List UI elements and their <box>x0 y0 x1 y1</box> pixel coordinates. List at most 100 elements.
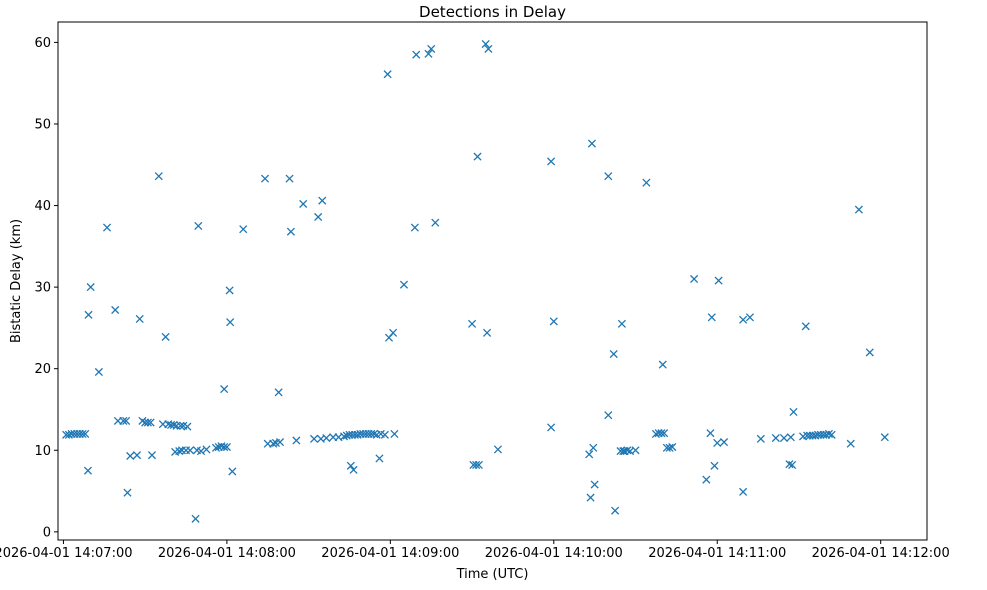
data-point <box>657 429 666 438</box>
data-point <box>183 422 192 431</box>
data-point <box>547 423 556 432</box>
data-point <box>586 493 595 502</box>
data-point <box>623 446 632 455</box>
y-tick-label: 10 <box>34 444 51 459</box>
data-point <box>427 44 436 53</box>
data-point <box>220 442 229 452</box>
data-point <box>706 429 715 438</box>
data-point <box>102 223 112 232</box>
data-point <box>196 447 206 456</box>
data-point <box>154 172 163 181</box>
data-point <box>713 438 722 447</box>
data-point <box>78 429 87 439</box>
data-point <box>220 385 229 394</box>
data-point <box>161 332 170 341</box>
y-tick-label: 40 <box>34 199 51 214</box>
data-point <box>135 314 144 323</box>
data-point <box>714 276 723 285</box>
data-point <box>314 212 323 222</box>
data-point <box>126 451 135 461</box>
data-point <box>226 318 235 327</box>
data-point <box>668 442 677 452</box>
data-point <box>854 205 863 214</box>
y-tick-label: 0 <box>43 525 51 540</box>
data-point <box>239 225 248 234</box>
data-point <box>269 439 278 448</box>
data-point <box>339 432 349 441</box>
plot-marks <box>62 39 889 523</box>
data-point <box>191 514 200 523</box>
data-point <box>390 429 399 439</box>
data-point <box>147 451 157 460</box>
data-point <box>123 488 132 497</box>
data-point <box>318 196 327 205</box>
x-tick-label: 2026-04-01 14:09:00 <box>321 546 459 561</box>
data-point <box>222 442 231 452</box>
data-point <box>824 429 833 439</box>
y-tick-label: 60 <box>34 36 51 51</box>
data-point <box>275 438 285 447</box>
data-point <box>846 439 855 448</box>
data-point <box>710 461 719 470</box>
data-point <box>175 447 184 456</box>
data-point <box>119 416 128 425</box>
data-point <box>549 317 558 326</box>
data-point <box>482 328 492 337</box>
data-point <box>292 436 301 445</box>
data-point <box>589 443 598 452</box>
data-point <box>587 139 596 148</box>
data-point <box>739 487 748 496</box>
data-point <box>94 367 103 377</box>
data-point <box>424 49 433 58</box>
data-point <box>707 313 716 322</box>
data-point <box>756 434 765 443</box>
data-point <box>658 360 667 369</box>
data-point <box>211 443 221 452</box>
data-point <box>410 223 419 232</box>
data-point <box>260 174 270 183</box>
data-point <box>786 433 795 442</box>
data-point <box>474 460 483 470</box>
data-point <box>299 199 308 208</box>
data-point <box>642 178 651 187</box>
data-point <box>590 480 599 489</box>
data-point <box>383 70 392 79</box>
data-point <box>604 172 613 181</box>
data-point <box>369 429 379 439</box>
data-point <box>690 274 699 284</box>
x-tick-label: 2026-04-01 14:11:00 <box>648 546 786 561</box>
x-axis-ticks: 2026-04-01 14:07:00 2026-04-01 14:08:00 20… <box>0 540 950 561</box>
data-point <box>122 416 131 425</box>
data-point <box>468 319 477 328</box>
data-point <box>194 221 203 230</box>
y-axis-ticks: 0 10 20 30 40 50 60 <box>34 36 58 540</box>
data-point <box>771 433 780 443</box>
data-point <box>285 174 294 183</box>
data-point <box>785 460 794 469</box>
data-point <box>186 446 195 455</box>
data-point <box>631 446 640 455</box>
data-point <box>609 349 618 359</box>
data-point <box>380 430 389 439</box>
data-point <box>274 388 283 397</box>
data-point <box>84 310 93 319</box>
data-point <box>801 322 810 331</box>
data-point <box>493 445 503 454</box>
data-point <box>611 506 620 515</box>
data-point <box>745 313 754 322</box>
x-tick-label: 2026-04-01 14:12:00 <box>812 546 950 561</box>
data-point <box>169 420 178 430</box>
data-point <box>228 467 237 476</box>
chart-title: Detections in Delay <box>419 3 566 21</box>
data-point <box>111 305 120 315</box>
data-point <box>789 407 798 416</box>
data-point <box>481 39 490 49</box>
y-tick-label: 20 <box>34 362 51 377</box>
data-point <box>176 421 185 430</box>
x-tick-label: 2026-04-01 14:07:00 <box>0 546 132 561</box>
data-point <box>412 50 421 59</box>
data-point <box>389 328 398 337</box>
data-point <box>375 454 384 463</box>
